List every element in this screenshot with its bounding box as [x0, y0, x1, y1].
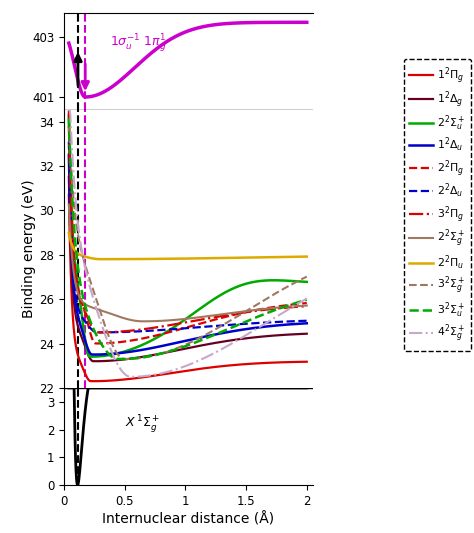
Legend: 1$^2\Pi_g$, 1$^2\Delta_g$, 2$^2\Sigma_u^+$, 1$^2\Delta_u$, 2$^2\Pi_g$, 2$^2\Delt: 1$^2\Pi_g$, 1$^2\Delta_g$, 2$^2\Sigma_u^…	[403, 59, 471, 351]
Text: $X\,^1\Sigma_g^+$: $X\,^1\Sigma_g^+$	[125, 413, 160, 435]
Y-axis label: Binding energy (eV): Binding energy (eV)	[22, 180, 36, 319]
Text: $1\sigma_u^{-1}\ 1\pi_g^1$: $1\sigma_u^{-1}\ 1\pi_g^1$	[110, 32, 167, 54]
X-axis label: Internuclear distance (Å): Internuclear distance (Å)	[102, 512, 274, 527]
